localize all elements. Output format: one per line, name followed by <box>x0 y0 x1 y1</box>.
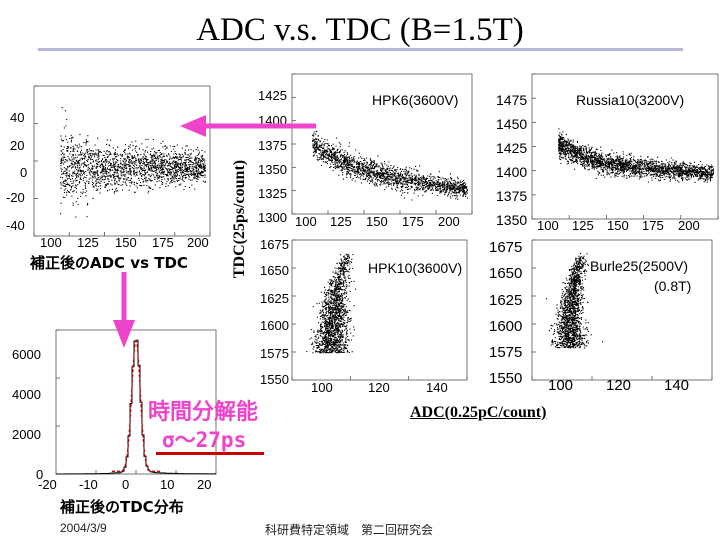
burle25-ytick-1: 1650 <box>489 265 523 282</box>
corrected-xtick-3: 175 <box>152 235 174 250</box>
hpk6-ytick-2: 1375 <box>258 138 287 153</box>
hpk6-xtick-4: 200 <box>438 214 460 229</box>
russia10-ytick-2: 1425 <box>496 140 528 156</box>
russia10-xtick-2: 150 <box>607 218 629 233</box>
burle25-ytick-4: 1575 <box>489 344 523 361</box>
hist-caption: 補正後のTDC分布 <box>60 498 184 516</box>
burle25-xtick-2: 140 <box>664 377 690 394</box>
hpk6-svg <box>291 73 473 215</box>
hist-ytick-0: 6000 <box>12 347 41 362</box>
russia10-xtick-1: 125 <box>572 218 594 233</box>
burle25-points <box>545 253 604 349</box>
russia10-xtick-0: 100 <box>537 218 559 233</box>
russia10-xtick-4: 200 <box>678 218 700 233</box>
hpk10-xtick-1: 120 <box>368 380 390 395</box>
corrected-xtick-2: 150 <box>115 235 137 250</box>
hpk10-ytick-2: 1625 <box>260 291 289 306</box>
russia10-svg <box>531 73 719 220</box>
hpk6-xtick-0: 100 <box>295 214 317 229</box>
russia10-ytick-4: 1375 <box>496 188 528 204</box>
hpk6-xtick-2: 150 <box>366 214 388 229</box>
hpk10-ytick-0: 1675 <box>260 237 289 252</box>
hpk10-ytick-5: 1550 <box>260 372 289 387</box>
hpk6-xtick-1: 125 <box>330 214 352 229</box>
hist-fit-curve <box>112 340 160 472</box>
burle25-xtick-0: 100 <box>548 377 574 394</box>
sigma-value: σ～27ps <box>162 428 247 452</box>
hpk10-ytick-4: 1575 <box>260 346 289 361</box>
russia10-points <box>558 128 715 183</box>
footer-conference: 科研費特定領域 第二回研究会 <box>265 523 434 537</box>
hist-ytick-3: 0 <box>36 467 44 482</box>
arrow-left <box>180 115 316 137</box>
hist-xtick-0: -20 <box>38 477 57 492</box>
hpk10-frame <box>291 239 468 381</box>
burle25-ytick-3: 1600 <box>489 318 523 335</box>
burle25-svg <box>531 239 713 381</box>
corrected-ytick-2: 0 <box>20 165 28 180</box>
corrected-xtick-0: 100 <box>40 235 62 250</box>
hpk6-ytick-5: 1300 <box>258 210 287 225</box>
russia10-ytick-3: 1400 <box>496 164 528 180</box>
hpk6-xtick-3: 175 <box>402 214 424 229</box>
russia10-legend: Russia10(3200V) <box>576 92 685 108</box>
hist-xtick-4: 20 <box>197 477 212 492</box>
burle25-legend-field: (0.8T) <box>654 278 692 294</box>
hpk6-ytick-3: 1350 <box>258 162 287 177</box>
hpk10-ytick-1: 1650 <box>260 263 289 278</box>
corrected-xtick-1: 125 <box>77 235 99 250</box>
burle25-ytick-0: 1675 <box>489 239 523 256</box>
hpk10-svg <box>291 239 468 381</box>
russia10-ytick-1: 1450 <box>496 116 528 132</box>
russia10-xtick-3: 175 <box>642 218 664 233</box>
russia10-ytick-0: 1475 <box>496 92 528 108</box>
sigma-underline <box>156 452 264 455</box>
burle25-xtick-1: 120 <box>606 377 632 394</box>
hist-xtick-3: 10 <box>160 477 175 492</box>
corrected-ytick-4: -40 <box>6 218 25 233</box>
hist-xtick-2: 0 <box>122 477 130 492</box>
page-title: ADC v.s. TDC (B=1.5T) <box>196 12 524 48</box>
corrected-scatter-panel <box>0 70 240 280</box>
hist-bars <box>56 339 216 475</box>
hpk6-ytick-4: 1325 <box>258 186 287 201</box>
burle25-ytick-5: 1550 <box>489 370 523 387</box>
hpk6-points <box>312 130 468 201</box>
adc-axis-label: ADC(0.25pC/count) <box>410 404 547 421</box>
burle25-ytick-2: 1625 <box>489 292 523 309</box>
hpk6-legend: HPK6(3600V) <box>372 92 459 108</box>
corrected-scatter-svg <box>33 85 211 237</box>
corrected-ytick-3: -20 <box>6 190 25 205</box>
hist-ytick-2: 2000 <box>12 427 41 442</box>
time-resolution-label: 時間分解能 <box>148 400 259 425</box>
arrow-down <box>113 272 135 348</box>
tdc-axis-label: TDC(25ps/count) <box>231 159 248 279</box>
tdc-hist-svg <box>55 329 217 475</box>
hpk10-xtick-2: 140 <box>426 380 448 395</box>
hpk10-xtick-0: 100 <box>311 380 333 395</box>
corrected-caption: 補正後のADC vs TDC <box>30 254 188 272</box>
footer-date: 2004/3/9 <box>60 521 107 535</box>
hpk10-legend: HPK10(3600V) <box>368 260 463 276</box>
title-underline <box>38 48 683 51</box>
russia10-ytick-5: 1350 <box>496 212 528 228</box>
burle25-frame <box>531 239 713 381</box>
hpk10-points <box>306 253 356 354</box>
hist-ytick-1: 4000 <box>12 387 41 402</box>
hpk10-ytick-3: 1600 <box>260 318 289 333</box>
corrected-ytick-0: 40 <box>10 110 25 125</box>
corrected-points <box>60 107 206 218</box>
hpk6-ytick-0: 1425 <box>258 88 287 103</box>
corrected-ytick-1: 20 <box>10 138 25 153</box>
corrected-xtick-4: 200 <box>187 235 209 250</box>
hist-xtick-1: -10 <box>79 477 98 492</box>
burle25-legend: Burle25(2500V) <box>590 258 689 274</box>
